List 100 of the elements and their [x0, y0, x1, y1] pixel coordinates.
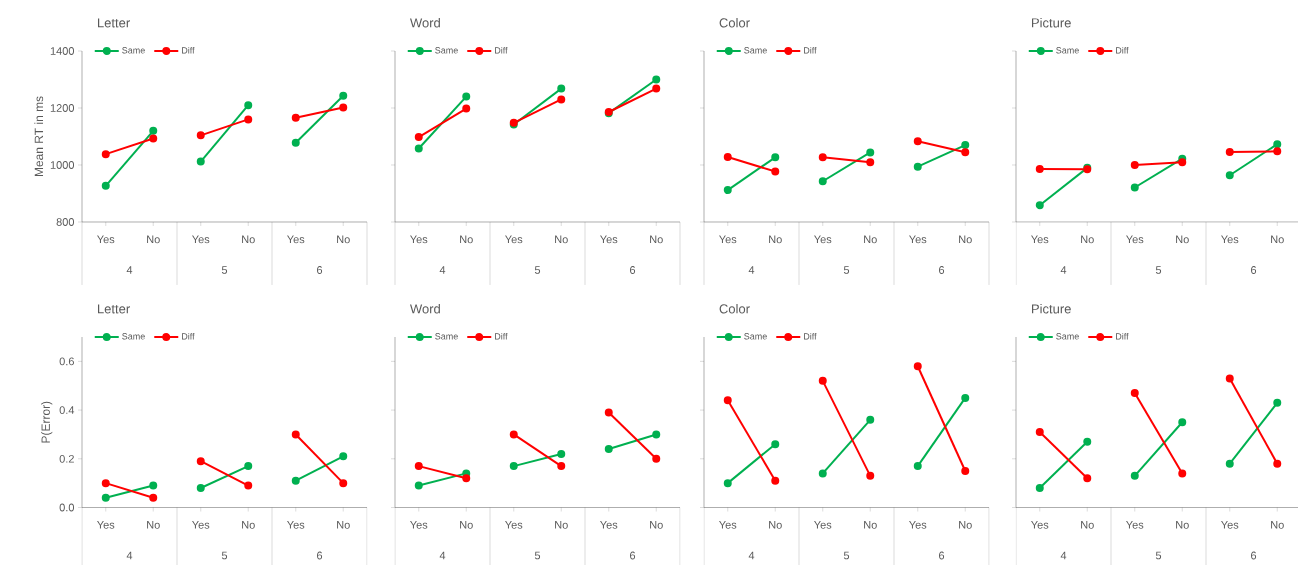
- legend-label: Diff: [1116, 332, 1129, 340]
- x-tick-label: No: [460, 235, 473, 244]
- legend-label: Diff: [804, 46, 817, 54]
- legend-label: Same: [1056, 47, 1079, 54]
- chart-title: Letter: [98, 304, 130, 314]
- x-tick-label: No: [864, 521, 877, 529]
- x-tick-label: Yes: [600, 235, 618, 244]
- x-tick-label: No: [959, 521, 972, 529]
- legend-label: Same: [435, 47, 458, 54]
- legend-label: Same: [1056, 333, 1079, 340]
- x-tick-label: Yes: [909, 521, 927, 529]
- x-tick-label: Yes: [410, 235, 428, 244]
- text: 6: [939, 551, 945, 560]
- text: 5: [534, 551, 541, 560]
- x-tick-label: Yes: [600, 521, 618, 529]
- chart-title: Color: [719, 17, 750, 28]
- legend-label: Same: [744, 47, 767, 54]
- x-tick-label: No: [1081, 521, 1094, 529]
- x-tick-label: Yes: [1031, 235, 1049, 244]
- chart-title: Letter: [98, 18, 130, 28]
- x-tick-label: No: [1081, 235, 1094, 244]
- x-tick-label: Yes: [909, 235, 927, 244]
- y-tick-label: 0.0: [59, 503, 75, 512]
- y-axis-title: Mean RT in ms: [34, 96, 44, 177]
- x-tick-label: No: [147, 521, 160, 529]
- legend-label: Diff: [182, 46, 195, 54]
- text: 6: [1251, 266, 1257, 274]
- text: 4: [748, 266, 755, 274]
- text: 4: [1060, 551, 1067, 560]
- y-tick-label: 0.6: [59, 357, 74, 366]
- x-tick-label: Yes: [719, 235, 737, 244]
- y-axis-title: P(Error): [41, 401, 53, 443]
- x-tick-label: No: [555, 521, 568, 529]
- text: 4: [439, 266, 446, 274]
- legend-label: Same: [744, 333, 767, 340]
- chart-title: Word: [410, 303, 440, 314]
- y-tick-label: 0.4: [59, 406, 75, 414]
- x-tick-label: No: [1176, 235, 1189, 244]
- x-tick-label: No: [147, 235, 160, 244]
- x-tick-label: Yes: [719, 521, 737, 529]
- x-tick-label: Yes: [505, 235, 523, 244]
- y-tick-label: 1400: [50, 47, 75, 55]
- x-tick-label: No: [650, 521, 663, 529]
- text: 4: [439, 551, 446, 560]
- legend-label: Diff: [495, 46, 508, 54]
- x-tick-label: No: [1271, 235, 1284, 244]
- text: 4: [126, 266, 133, 274]
- x-tick-label: Yes: [1031, 521, 1049, 529]
- x-tick-label: Yes: [192, 521, 210, 529]
- x-tick-label: Yes: [97, 235, 115, 244]
- x-tick-label: Yes: [287, 235, 305, 244]
- text: 5: [843, 266, 850, 274]
- x-tick-label: No: [769, 235, 782, 244]
- y-tick-label: 0.2: [59, 454, 74, 463]
- legend-label: Diff: [1116, 46, 1129, 54]
- x-tick-label: No: [337, 235, 350, 244]
- x-tick-label: No: [1176, 521, 1189, 529]
- x-tick-label: No: [460, 521, 473, 529]
- x-tick-label: Yes: [1221, 521, 1239, 529]
- chart-title: Picture: [1032, 303, 1071, 314]
- x-tick-label: Yes: [410, 521, 428, 529]
- text: 5: [843, 551, 850, 560]
- x-tick-label: Yes: [505, 521, 523, 529]
- x-tick-label: No: [337, 521, 350, 529]
- text: 6: [1251, 551, 1257, 560]
- x-tick-label: No: [242, 235, 255, 244]
- text: 4: [126, 551, 133, 560]
- x-tick-label: Yes: [1221, 235, 1239, 244]
- text: 5: [1155, 266, 1162, 274]
- text: 5: [1155, 551, 1162, 560]
- y-tick-label: 1000: [50, 161, 75, 169]
- legend-label: Diff: [182, 332, 195, 340]
- text: 6: [630, 551, 636, 560]
- text: 6: [317, 266, 323, 274]
- x-tick-label: No: [864, 235, 877, 244]
- x-tick-label: Yes: [287, 521, 305, 529]
- x-tick-label: No: [959, 235, 972, 244]
- x-tick-label: No: [555, 235, 568, 244]
- x-tick-label: Yes: [1126, 235, 1144, 244]
- legend-label: Same: [122, 333, 145, 340]
- chart-title: Picture: [1032, 17, 1071, 28]
- x-tick-label: No: [1271, 521, 1284, 529]
- text: 4: [1060, 266, 1067, 274]
- legend-label: Diff: [804, 332, 817, 340]
- text: 5: [534, 266, 541, 274]
- x-tick-label: Yes: [97, 521, 115, 529]
- x-tick-label: No: [650, 235, 663, 244]
- chart-title: Color: [719, 303, 750, 314]
- legend-label: Same: [435, 333, 458, 340]
- text: 5: [221, 266, 228, 274]
- x-tick-label: Yes: [1126, 521, 1144, 529]
- text: 6: [317, 551, 323, 560]
- text: 6: [939, 266, 945, 274]
- y-tick-label: 1200: [50, 104, 75, 112]
- legend-label: Diff: [495, 332, 508, 340]
- y-tick-label: 800: [56, 218, 75, 226]
- x-tick-label: Yes: [814, 521, 832, 529]
- x-tick-label: Yes: [814, 235, 832, 244]
- x-tick-label: No: [242, 521, 255, 529]
- text: 4: [748, 551, 755, 560]
